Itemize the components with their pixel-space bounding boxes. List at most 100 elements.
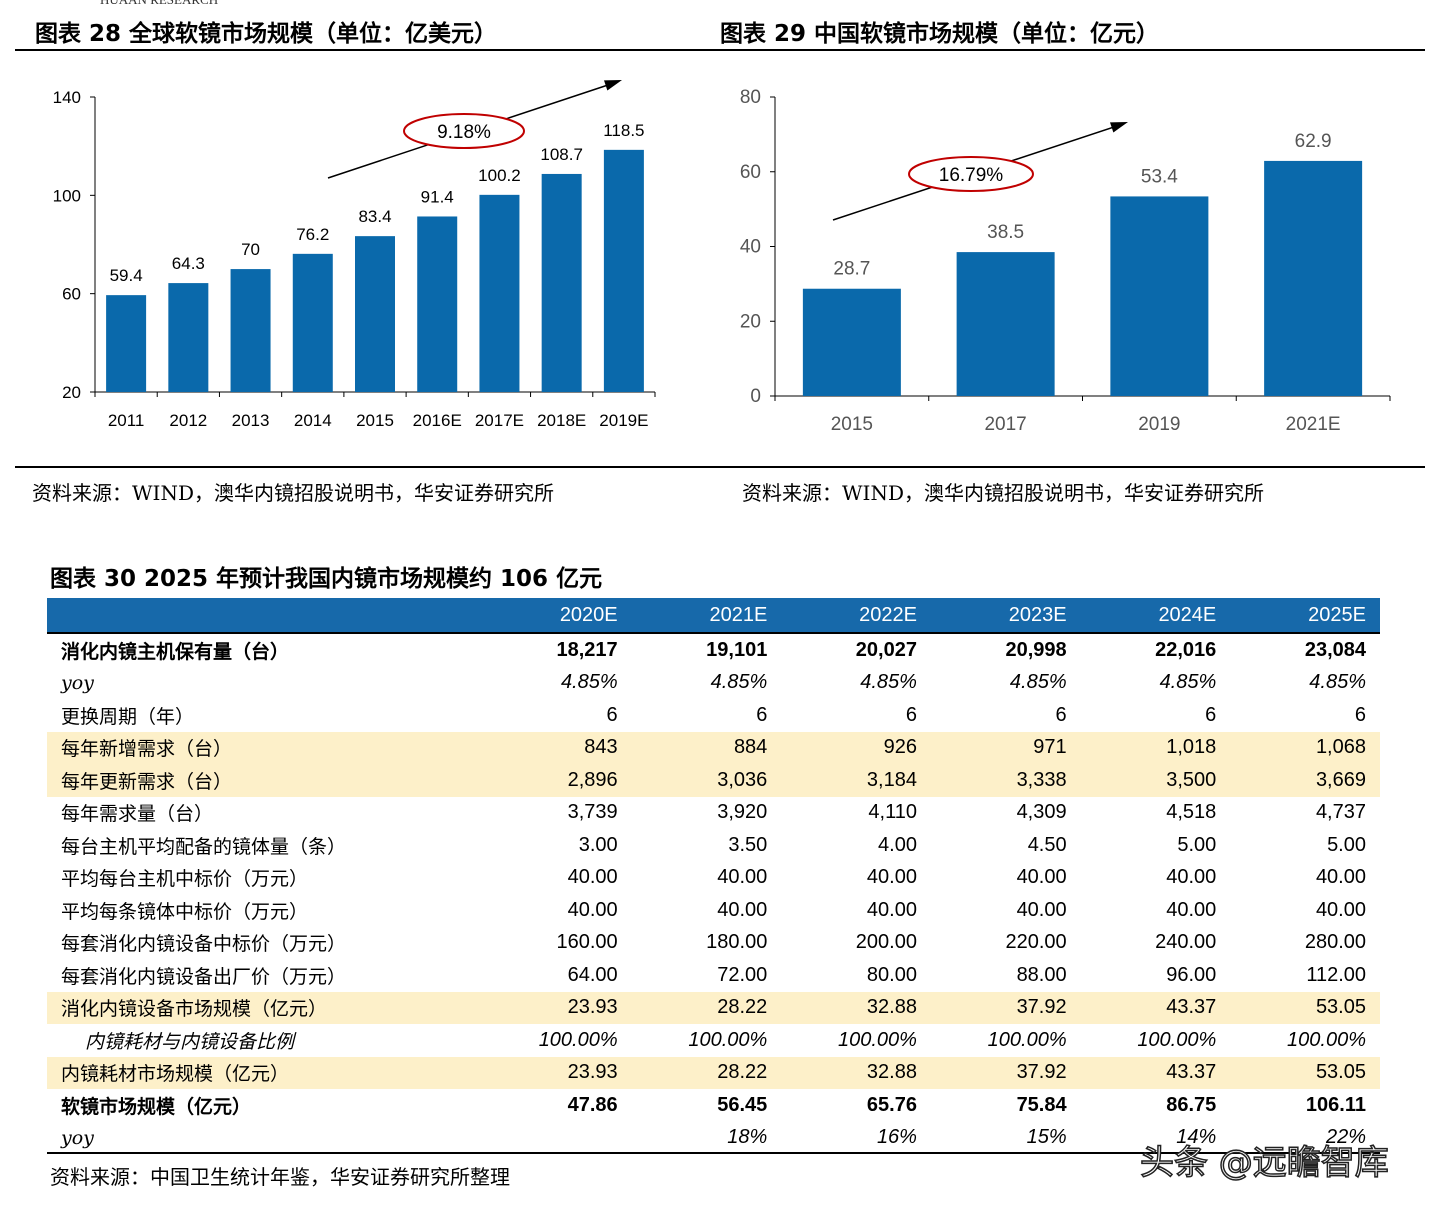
table-cell: 40.00 [1315,866,1366,889]
x-tick-label: 2021E [1286,414,1341,435]
table-cell: 22% [1325,1126,1366,1149]
table-cell: 100.00% [987,1028,1067,1051]
row-label: 每年需求量（台） [61,803,214,826]
row-label: 内镜耗材与内镜设备比例 [85,1030,295,1053]
x-tick-label: 2018E [537,411,586,430]
y-tick-label: 20 [62,383,81,402]
table-cell: 220.00 [1005,931,1067,954]
table-cell: 15% [1026,1126,1067,1149]
table-cell: 40.00 [717,898,768,921]
table-cell: 20,027 [855,638,917,661]
table-cell: 100.00% [838,1028,917,1051]
table-source: 资料来源：中国卫生统计年鉴，华安证券研究所整理 [50,1165,510,1189]
column-header [47,598,482,634]
row-label: 每套消化内镜设备出厂价（万元） [61,965,347,988]
y-tick-label: 60 [740,162,761,183]
table-cell: 280.00 [1304,931,1366,954]
x-tick-label: 2019 [1138,414,1180,435]
cagr-label: 9.18% [437,122,491,143]
table-row: 内镜耗材与内镜设备比例 100.00% 100.00% 100.00% 100.00% 1… [47,1024,1380,1057]
row-label: 平均每条镜体中标价（万元） [61,900,309,923]
data-label: 70 [241,240,260,259]
table-cell: 65.76 [866,1093,917,1116]
bar [168,283,209,392]
y-tick-label: 100 [53,186,81,205]
table-row: 每年需求量（台） 3,739 3,920 4,110 4,309 4,518 4,737 [47,797,1380,830]
table-cell: 37.92 [930,991,1081,1024]
x-tick-label: 2012 [169,411,207,430]
table-cell: 5.00 [1327,833,1366,856]
bar [292,253,333,392]
table-cell: 4.50 [1027,833,1067,856]
x-tick-label: 2017 [984,414,1026,435]
y-tick-label: 80 [740,87,761,108]
bar [479,194,520,392]
table-row: 平均每条镜体中标价（万元） 40.00 40.00 40.00 40.00 40.00 40… [47,894,1380,927]
arrow-head-icon [1110,122,1128,133]
data-label: 59.4 [110,266,143,285]
table-cell: 3.00 [578,833,618,856]
cagr-ellipse [403,113,525,149]
y-tick-label: 40 [740,237,761,258]
y-tick-label: 0 [750,386,761,407]
table-cell: 80.00 [866,963,917,986]
row-label: yoy [61,671,94,694]
table-cell: 4.85% [1159,671,1217,694]
table-cell: 4.00 [878,833,917,856]
table-cell: 3,338 [930,764,1081,797]
row-label: 更换周期（年） [61,705,195,728]
row-label: 每年更新需求（台） [47,764,482,797]
bar [1110,196,1209,396]
data-label: 118.5 [603,121,644,140]
table-cell: 4.85% [860,671,917,694]
column-header: 2020E [482,598,632,634]
table-cell: 1,068 [1230,731,1380,764]
table-cell: 180.00 [706,931,768,954]
table-cell: 100.00% [538,1028,618,1051]
logo-text: HUAAN RESEARCH [100,0,218,8]
table-cell: 4,518 [1166,801,1217,824]
table-cell: 5.00 [1177,833,1217,856]
table-cell: 88.00 [1016,963,1067,986]
table-cell: 3,739 [567,801,618,824]
row-label: 内镜耗材市场规模（亿元） [47,1056,482,1089]
table-row: yoy 18% 16% 15% 14% 22% [47,1122,1380,1155]
table-cell: 3,036 [631,764,782,797]
table-cell: 23.93 [482,991,632,1024]
row-label: 消化内镜主机保有量（台） [61,640,290,663]
row-label: 每套消化内镜设备中标价（万元） [61,933,347,956]
table-cell: 200.00 [855,931,917,954]
table-cell: 4.85% [1309,671,1366,694]
table-cell: 56.45 [717,1093,768,1116]
table-cell: 2,896 [482,764,632,797]
table-cell: 926 [781,731,931,764]
table-row: yoy 4.85% 4.85% 4.85% 4.85% 4.85% 4.85% [47,667,1380,700]
table-cell: 6 [1055,703,1067,726]
x-tick-label: 2019E [599,411,648,430]
table-cell: 23.93 [482,1056,632,1089]
divider [15,49,1425,51]
cagr-label: 16.79% [939,165,1004,186]
table-cell [482,1122,632,1155]
table-row: 每套消化内镜设备出厂价（万元） 64.00 72.00 80.00 88.00 96.00… [47,959,1380,992]
table-cell: 160.00 [556,931,618,954]
table-cell: 884 [631,731,782,764]
table-cell: 4.85% [560,671,618,694]
table-cell: 971 [930,731,1081,764]
table-cell: 14% [1176,1126,1217,1149]
table-row: 消化内镜主机保有量（台） 18,217 19,101 20,027 20,998 22,0… [47,633,1380,667]
table-cell: 28.22 [631,1056,782,1089]
bar [802,288,901,396]
table-cell: 23,084 [1304,638,1366,661]
y-tick-label: 60 [62,285,81,304]
y-tick-label: 20 [740,311,761,332]
table-cell: 4,309 [1016,801,1067,824]
table-cell: 40.00 [1166,866,1217,889]
table-cell: 40.00 [567,898,618,921]
table-cell: 75.84 [1016,1093,1067,1116]
bar [106,295,147,392]
table-cell: 4.85% [710,671,768,694]
table-cell: 100.00% [688,1028,768,1051]
table-row: 消化内镜设备市场规模（亿元） 23.93 28.22 32.88 37.92 43.37 5… [47,991,1380,1024]
table-cell: 3,920 [717,801,768,824]
